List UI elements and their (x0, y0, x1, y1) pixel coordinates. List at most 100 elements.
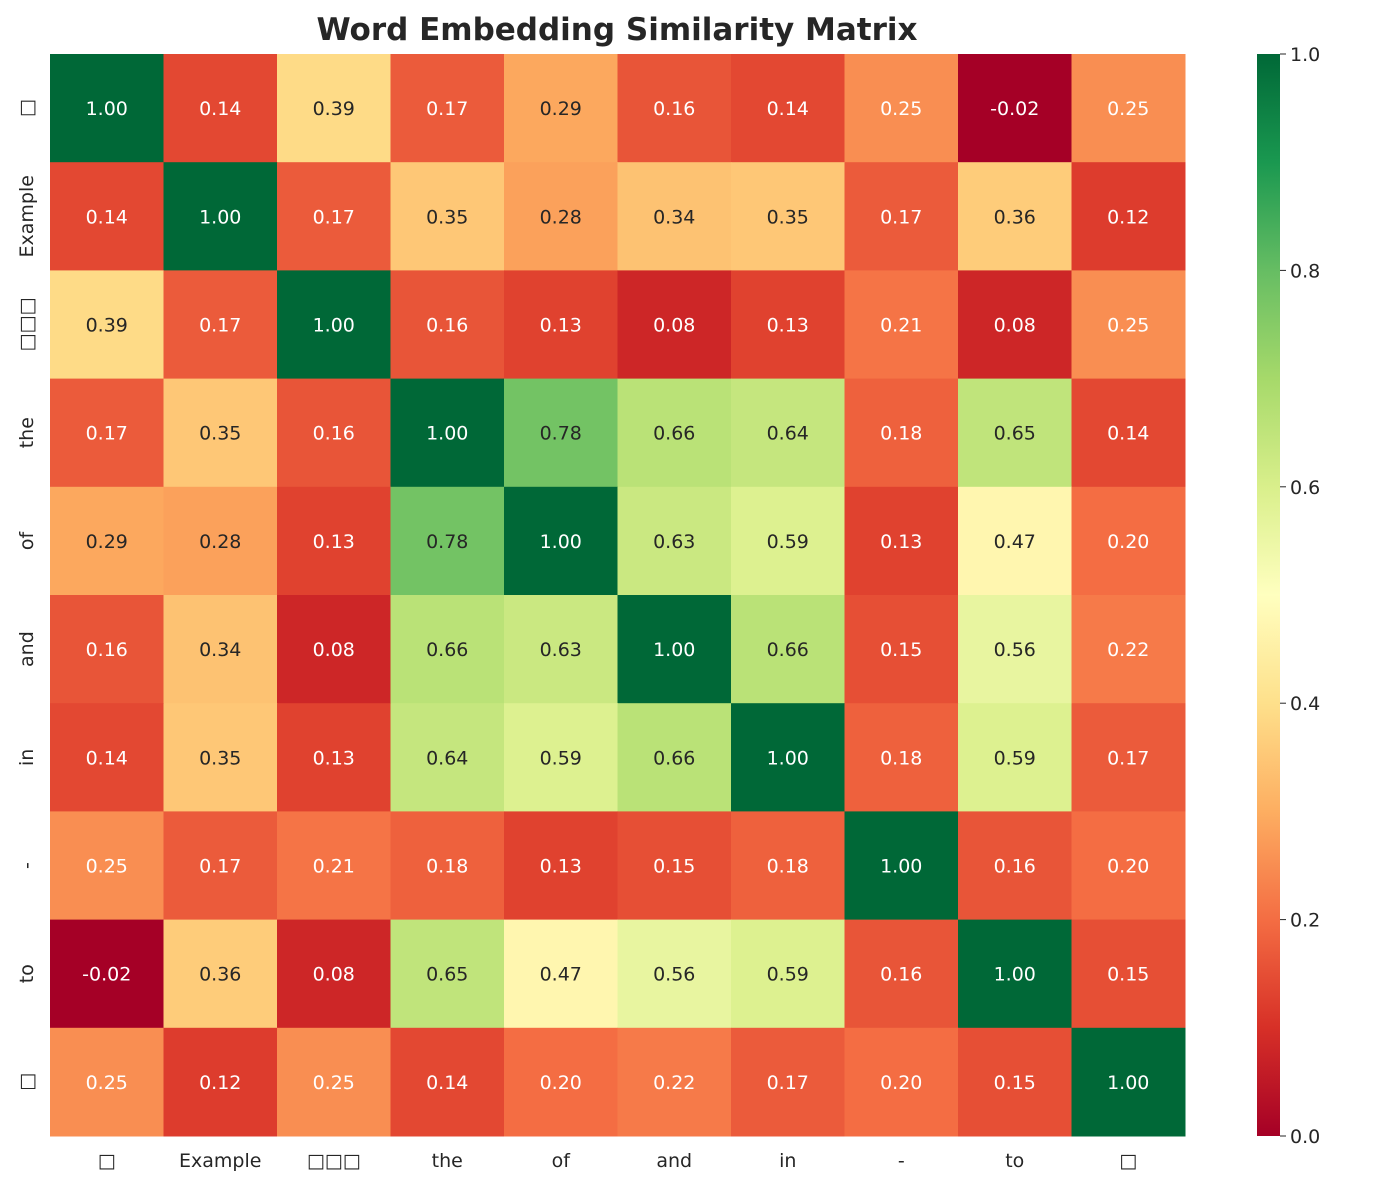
cell-annotation: 0.20 (880, 1072, 922, 1094)
heatmap-cell (504, 1027, 618, 1137)
cell-annotation: 0.65 (994, 423, 1036, 445)
cell-annotation: 0.13 (880, 531, 922, 553)
cell-annotation: 0.13 (313, 747, 355, 769)
heatmap-cell (617, 162, 732, 271)
cell-annotation: 0.47 (994, 531, 1036, 553)
x-tick-label: and (656, 1150, 692, 1172)
cell-annotation: 0.28 (199, 531, 241, 553)
cell-annotation: 0.64 (426, 747, 468, 769)
cell-annotation: 0.13 (540, 315, 582, 337)
heatmap-cell (277, 811, 391, 921)
cell-annotation: 0.36 (994, 206, 1036, 228)
heatmap-cell (504, 270, 618, 380)
cell-annotation: 0.17 (426, 98, 468, 120)
heatmap-cell (277, 54, 391, 163)
heatmap-cell (617, 919, 732, 1029)
heatmap-cell (277, 595, 391, 704)
heatmap-cell (390, 1027, 505, 1137)
cell-annotation: 0.29 (86, 531, 128, 553)
cell-annotation: 0.56 (994, 639, 1036, 661)
heatmap-cell (617, 270, 732, 380)
heatmap-cell (163, 270, 278, 380)
heatmap-cell (390, 378, 505, 488)
cell-annotation: 0.17 (199, 315, 241, 337)
heatmap-cell (163, 162, 278, 271)
cell-annotation: 1.00 (426, 423, 468, 445)
x-tick-label: in (779, 1150, 796, 1172)
heatmap-cell (958, 270, 1072, 380)
cell-annotation: -0.02 (82, 964, 131, 986)
cell-annotation: 0.08 (653, 315, 695, 337)
heatmap-cell (958, 162, 1072, 271)
heatmap-cell (844, 703, 959, 812)
heatmap-cell (1071, 1027, 1186, 1137)
cell-annotation: 0.35 (199, 423, 241, 445)
heatmap-cell (617, 1027, 732, 1137)
cell-annotation: 0.13 (313, 531, 355, 553)
heatmap-cell (163, 811, 278, 921)
heatmap-cell (390, 270, 505, 380)
heatmap-cell (958, 378, 1072, 488)
cell-annotation: 0.12 (199, 1072, 241, 1094)
cell-annotation: 0.35 (767, 206, 809, 228)
x-tick-label: □□□ (307, 1150, 361, 1172)
heatmap-cell (731, 486, 845, 596)
heatmap-cell (390, 811, 505, 921)
heatmap-cell (390, 162, 505, 271)
heatmap-cell (50, 595, 164, 704)
heatmap-cell (390, 486, 505, 596)
heatmap-cell (277, 378, 391, 488)
cell-annotation: 0.39 (86, 315, 128, 337)
cell-annotation: 0.25 (86, 1072, 128, 1094)
cell-annotation: 0.66 (653, 423, 695, 445)
heatmap-cell (504, 378, 618, 488)
heatmap-cell (504, 703, 618, 812)
cell-annotation: 1.00 (1107, 1072, 1149, 1094)
cell-annotation: 0.25 (880, 98, 922, 120)
cell-annotation: 0.29 (540, 98, 582, 120)
cell-annotation: 1.00 (653, 639, 695, 661)
heatmap-cell (617, 378, 732, 488)
heatmap-cell (277, 1027, 391, 1137)
y-tick-label: in (16, 749, 38, 766)
cell-annotation: 0.18 (880, 423, 922, 445)
cell-annotation: 0.35 (426, 206, 468, 228)
x-tick-label: of (552, 1150, 572, 1172)
heatmap-cell (50, 919, 164, 1029)
cell-annotation: 0.17 (199, 856, 241, 878)
cell-annotation: 0.25 (1107, 98, 1149, 120)
colorbar-tick-label: 1.0 (1290, 44, 1320, 66)
heatmap-cell (617, 595, 732, 704)
cell-annotation: 0.13 (540, 856, 582, 878)
cell-annotation: 0.20 (540, 1072, 582, 1094)
cell-annotation: 0.21 (313, 856, 355, 878)
colorbar-tick-label: 0.2 (1290, 910, 1320, 932)
heatmap-cell (1071, 703, 1186, 812)
cell-annotation: 0.13 (767, 315, 809, 337)
cell-annotation: 0.15 (880, 639, 922, 661)
heatmap-cell (1071, 595, 1186, 704)
heatmap-cell (277, 486, 391, 596)
heatmap-cell (1071, 919, 1186, 1029)
cell-annotation: 1.00 (86, 98, 128, 120)
cell-annotation: 0.59 (767, 964, 809, 986)
cell-annotation: 0.17 (767, 1072, 809, 1094)
cell-annotation: 1.00 (994, 964, 1036, 986)
heatmap-cell (504, 919, 618, 1029)
heatmap-cell (844, 486, 959, 596)
heatmap-cell (163, 703, 278, 812)
heatmap-cell (50, 162, 164, 271)
cell-annotation: 0.16 (653, 98, 695, 120)
heatmap-cell (844, 270, 959, 380)
chart-title: Word Embedding Similarity Matrix (316, 12, 917, 48)
cell-annotation: 0.17 (1107, 747, 1149, 769)
cell-annotation: 1.00 (540, 531, 582, 553)
heatmap-cell (277, 919, 391, 1029)
y-tick-label: of (16, 530, 38, 550)
x-tick-label: the (432, 1150, 463, 1172)
heatmap-cell (163, 54, 278, 163)
heatmap-cell (50, 54, 164, 163)
y-tick-label: □ (16, 99, 38, 117)
cell-annotation: 0.34 (199, 639, 241, 661)
